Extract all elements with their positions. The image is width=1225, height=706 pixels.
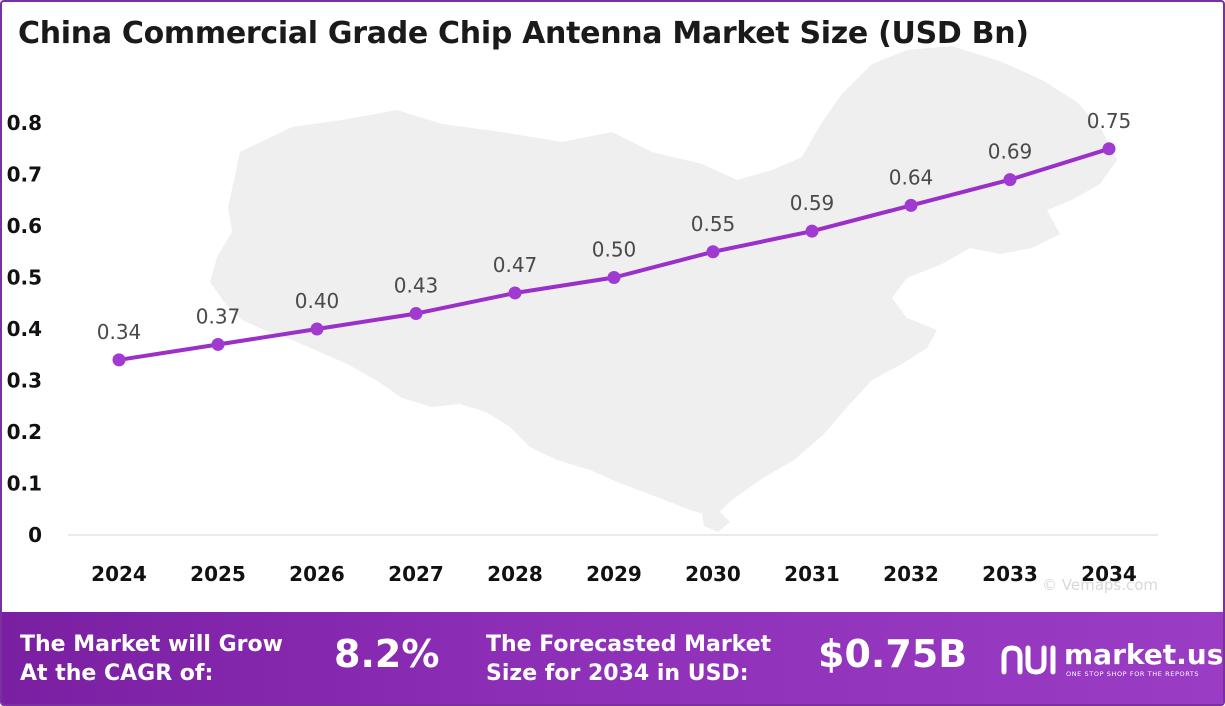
market-us-logo-icon (1001, 645, 1056, 675)
data-label: 0.75 (1087, 109, 1132, 133)
data-label: 0.55 (691, 212, 736, 236)
data-label: 0.40 (295, 289, 340, 313)
cagr-label-line1: The Market will Grow (20, 632, 283, 657)
y-tick-label: 0.2 (7, 420, 42, 444)
data-label: 0.64 (889, 165, 934, 189)
data-point (904, 198, 918, 212)
data-point (1102, 142, 1116, 156)
y-tick-label: 0.5 (7, 266, 42, 290)
y-tick-label: 0.4 (7, 317, 42, 341)
x-tick-label: 2031 (784, 562, 840, 586)
cagr-label-line2: At the CAGR of: (20, 661, 214, 686)
forecast-value: $0.75B (818, 632, 968, 676)
x-tick-label: 2030 (685, 562, 741, 586)
china-map-background (210, 46, 1117, 532)
line-chart: 00.10.20.30.40.50.60.70.8 2024 2025 2026 20… (7, 109, 1158, 586)
forecast-label-line2: Size for 2034 in USD: (486, 661, 749, 686)
x-tick-label: 2034 (1081, 562, 1137, 586)
y-tick-label: 0 (28, 523, 42, 547)
data-point (310, 322, 324, 336)
x-tick-label: 2032 (883, 562, 939, 586)
map-silhouette (210, 46, 1117, 517)
data-point (508, 286, 522, 300)
x-tick-label: 2028 (487, 562, 543, 586)
data-point (706, 245, 720, 259)
data-point (607, 271, 621, 284)
y-tick-label: 0.3 (7, 369, 42, 393)
y-axis: 0 0.1 0.2 0.3 0.4 0.5 0.6 0.7 0.8 (7, 111, 42, 547)
data-point (805, 224, 819, 238)
y-tick-label: 0.8 (7, 111, 42, 135)
x-tick-label: 2024 (91, 562, 147, 586)
forecast-label: The Forecasted Market Size for 2034 in U… (486, 630, 771, 688)
data-label: 0.47 (493, 253, 538, 277)
x-tick-label: 2029 (586, 562, 642, 586)
data-label: 0.37 (196, 304, 241, 328)
data-label: 0.43 (394, 274, 439, 298)
brand-name: market.us (1064, 638, 1224, 671)
cagr-value: 8.2% (334, 632, 440, 676)
watermark: © Vemaps.com (1042, 576, 1159, 594)
data-label: 0.34 (97, 320, 142, 344)
x-tick-label: 2026 (289, 562, 345, 586)
y-tick-label: 0.1 (7, 472, 42, 496)
x-tick-label: 2025 (190, 562, 246, 586)
brand-tagline: ONE STOP SHOP FOR THE REPORTS (1066, 670, 1200, 678)
y-tick-label: 0.6 (7, 214, 42, 238)
y-tick-label: 0.7 (7, 163, 42, 187)
footer-banner: The Market will Grow At the CAGR of: 8.2… (2, 612, 1224, 704)
x-tick-label: 2033 (982, 562, 1038, 586)
chart-title: China Commercial Grade Chip Antenna Mark… (18, 16, 1029, 51)
data-label: 0.69 (988, 140, 1033, 164)
x-tick-label: 2027 (388, 562, 444, 586)
cagr-label: The Market will Grow At the CAGR of: (20, 630, 283, 688)
forecast-label-line1: The Forecasted Market (486, 632, 772, 657)
x-axis: 2024 2025 2026 2027 2028 2029 2030 2031 2032 2033… (91, 562, 1137, 586)
island-silhouette (702, 512, 730, 532)
data-point (1003, 173, 1017, 187)
data-point (112, 353, 126, 367)
data-label: 0.59 (790, 191, 835, 215)
series-markers (112, 142, 1116, 367)
data-label: 0.50 (592, 238, 637, 262)
data-labels: 0.34 0.37 0.40 0.43 0.47 0.50 0.55 0.59 0.64 0.69… (97, 109, 1132, 344)
data-point (409, 307, 423, 321)
data-point (211, 337, 225, 351)
